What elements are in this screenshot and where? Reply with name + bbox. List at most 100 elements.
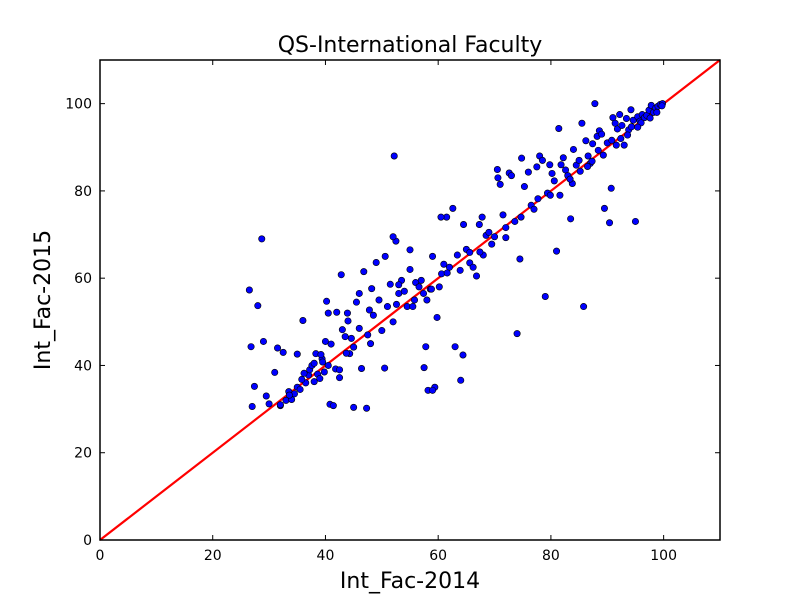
y-axis-label: Int_Fac-2015 bbox=[31, 230, 56, 370]
data-point bbox=[518, 154, 526, 162]
data-point bbox=[336, 366, 344, 374]
data-point bbox=[499, 211, 507, 219]
data-point bbox=[352, 298, 360, 306]
data-point bbox=[310, 359, 318, 367]
data-point bbox=[320, 368, 328, 376]
data-point bbox=[437, 213, 445, 221]
data-point bbox=[383, 303, 391, 311]
data-point bbox=[389, 233, 397, 241]
data-point bbox=[591, 100, 599, 108]
data-point bbox=[476, 248, 484, 256]
data-point bbox=[363, 404, 371, 412]
data-point bbox=[337, 271, 345, 279]
data-point bbox=[300, 369, 308, 377]
x-tick-label: 0 bbox=[96, 548, 105, 564]
data-point bbox=[245, 286, 253, 294]
data-point bbox=[658, 102, 666, 110]
data-point bbox=[343, 309, 351, 317]
data-point bbox=[250, 382, 258, 390]
plot-frame bbox=[99, 59, 721, 541]
data-point bbox=[378, 327, 386, 335]
data-point bbox=[358, 365, 366, 373]
data-point bbox=[634, 123, 642, 131]
data-point bbox=[612, 141, 620, 149]
data-point bbox=[324, 309, 332, 317]
data-point bbox=[429, 252, 437, 260]
data-point bbox=[341, 333, 349, 341]
data-point bbox=[381, 364, 389, 372]
data-point bbox=[546, 191, 554, 199]
data-point bbox=[443, 269, 451, 277]
data-point bbox=[406, 246, 414, 254]
data-point bbox=[372, 258, 380, 266]
data-point bbox=[606, 219, 614, 227]
data-point bbox=[310, 378, 318, 386]
data-point bbox=[415, 283, 423, 291]
data-point bbox=[569, 145, 577, 153]
data-point bbox=[389, 318, 397, 326]
data-point bbox=[435, 283, 443, 291]
data-point bbox=[598, 130, 606, 138]
data-point bbox=[530, 205, 538, 213]
data-point bbox=[575, 156, 583, 164]
data-point bbox=[298, 375, 306, 383]
data-point bbox=[488, 240, 496, 248]
data-point bbox=[473, 272, 481, 280]
data-point bbox=[589, 140, 597, 148]
data-point bbox=[336, 374, 344, 382]
data-point bbox=[333, 308, 341, 316]
data-point bbox=[390, 152, 398, 160]
data-point bbox=[584, 152, 592, 160]
data-point bbox=[466, 248, 474, 256]
data-point bbox=[293, 350, 301, 358]
data-point bbox=[259, 337, 267, 345]
data-point bbox=[628, 123, 636, 131]
data-point bbox=[368, 285, 376, 293]
reference-line bbox=[99, 59, 721, 541]
data-point bbox=[580, 303, 588, 311]
data-point bbox=[350, 343, 358, 351]
data-point bbox=[600, 204, 608, 212]
data-point bbox=[423, 296, 431, 304]
data-point bbox=[364, 331, 372, 339]
data-point bbox=[429, 386, 437, 394]
data-point bbox=[457, 376, 465, 384]
data-point bbox=[271, 368, 279, 376]
x-tick-label: 100 bbox=[650, 548, 677, 564]
data-point bbox=[617, 135, 625, 143]
y-tick-label: 20 bbox=[74, 446, 92, 462]
data-point bbox=[546, 161, 554, 169]
data-point bbox=[507, 172, 515, 180]
data-point bbox=[367, 340, 375, 348]
data-point bbox=[329, 402, 337, 410]
data-point bbox=[485, 228, 493, 236]
data-point bbox=[646, 114, 654, 122]
data-point bbox=[247, 343, 255, 351]
data-point bbox=[323, 297, 331, 305]
data-point bbox=[541, 293, 549, 301]
data-point bbox=[420, 289, 428, 297]
data-point bbox=[516, 255, 524, 263]
data-point bbox=[620, 141, 628, 149]
data-point bbox=[534, 195, 542, 203]
data-point bbox=[254, 302, 262, 310]
data-point bbox=[276, 401, 284, 409]
data-point bbox=[451, 343, 459, 351]
data-point bbox=[427, 285, 435, 293]
data-point bbox=[556, 191, 564, 199]
data-point bbox=[347, 334, 355, 342]
data-point bbox=[248, 402, 256, 410]
data-point bbox=[365, 306, 373, 314]
data-point bbox=[493, 166, 501, 174]
data-point bbox=[624, 131, 632, 139]
data-point bbox=[420, 364, 428, 372]
data-point bbox=[459, 351, 467, 359]
data-point bbox=[392, 300, 400, 308]
data-point bbox=[400, 287, 408, 295]
data-point bbox=[566, 175, 574, 183]
data-point bbox=[469, 263, 477, 271]
data-point bbox=[548, 169, 556, 177]
data-point bbox=[520, 183, 528, 191]
data-point bbox=[513, 330, 521, 338]
data-point bbox=[438, 270, 446, 278]
